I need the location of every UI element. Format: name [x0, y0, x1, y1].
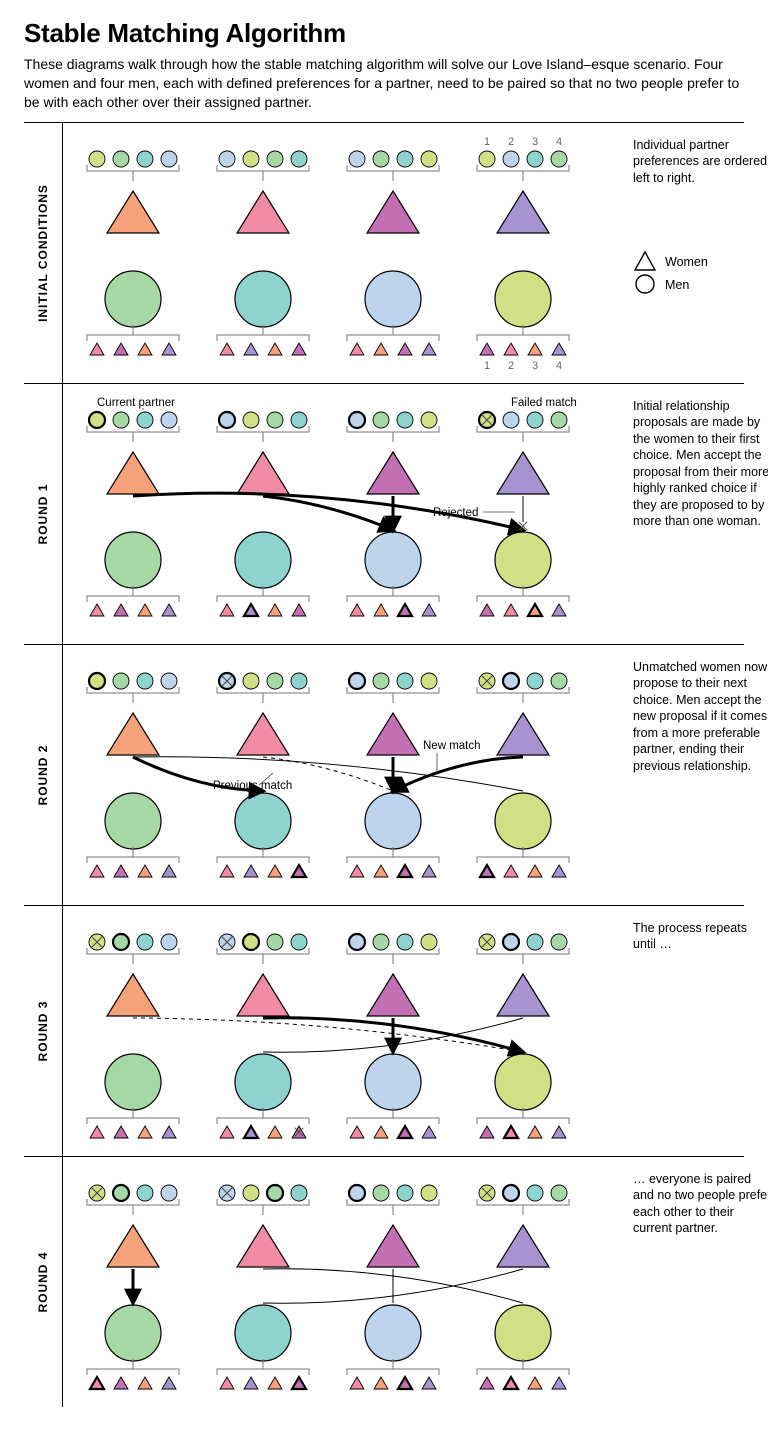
section-r4: ROUND 4 … everyone is paired and no two …	[24, 1156, 744, 1407]
svg-text:2: 2	[508, 136, 514, 148]
svg-text:4: 4	[556, 360, 562, 372]
svg-text:3: 3	[532, 360, 538, 372]
svg-text:New match: New match	[423, 740, 481, 752]
diagram-r3	[63, 916, 623, 1146]
side-initial: Individual partner preferences are order…	[633, 137, 768, 187]
intro-text: These diagrams walk through how the stab…	[24, 55, 744, 112]
diagram-r2: Previous match New match	[63, 655, 623, 895]
vlabel-r4: ROUND 4	[24, 1157, 63, 1407]
svg-text:Current partner: Current partner	[97, 397, 175, 409]
svg-text:1: 1	[484, 136, 490, 148]
svg-text:Failed match: Failed match	[511, 397, 577, 409]
vlabel-initial: INITIAL CONDITIONS	[24, 123, 63, 383]
diagram-initial: 1 2 3 4 1 2 3 4	[63, 133, 623, 373]
svg-text:2: 2	[508, 360, 514, 372]
legend: Women Men	[633, 246, 768, 294]
vlabel-r2: ROUND 2	[24, 645, 63, 905]
side-r4: … everyone is paired and no two people p…	[633, 1171, 768, 1237]
diagram-r4	[63, 1167, 623, 1397]
svg-text:Previous match: Previous match	[213, 780, 292, 792]
vlabel-r3: ROUND 3	[24, 906, 63, 1156]
section-r2: ROUND 2 Previous matchNew match Unmatche…	[24, 644, 744, 905]
svg-text:Rejected: Rejected	[433, 507, 478, 519]
diagram-r1: Current partner Failed match Rejected	[63, 394, 623, 634]
side-r3: The process repeats until …	[633, 920, 768, 953]
svg-text:Men: Men	[665, 278, 689, 292]
svg-text:1: 1	[484, 360, 490, 372]
page-title: Stable Matching Algorithm	[24, 18, 744, 49]
vlabel-r1: ROUND 1	[24, 384, 63, 644]
side-r1: Initial relationship proposals are made …	[633, 398, 768, 530]
section-r3: ROUND 3 The process repeats until …	[24, 905, 744, 1156]
section-r1: ROUND 1 Current partner Failed match Rejec…	[24, 383, 744, 644]
section-initial: INITIAL CONDITIONS 12341234 Individual p…	[24, 122, 744, 383]
svg-text:Women: Women	[665, 255, 708, 269]
svg-text:4: 4	[556, 136, 562, 148]
side-r2: Unmatched women now propose to their nex…	[633, 659, 768, 775]
svg-text:3: 3	[532, 136, 538, 148]
